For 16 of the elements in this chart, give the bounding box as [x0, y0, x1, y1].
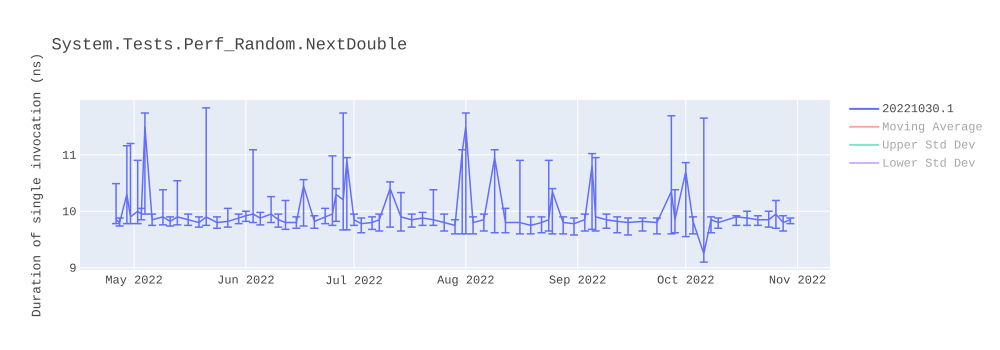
x-tick-label: Jul 2022: [326, 276, 382, 284]
legend-label: Moving Average: [882, 122, 982, 133]
x-tick-label: Oct 2022: [658, 276, 714, 284]
legend-label: Lower Std Dev: [884, 158, 976, 167]
x-tick-label: Sep 2022: [549, 276, 606, 286]
y-tick-label: 10: [62, 207, 76, 216]
chart-title: System.Tests.Perf_Random.NextDouble: [52, 37, 406, 53]
legend-label: Upper Std Dev: [883, 140, 976, 151]
x-tick-label: Jun 2022: [218, 276, 274, 284]
x-tick-label: Nov 2022: [770, 276, 826, 284]
y-tick-label: 9: [70, 264, 76, 272]
x-tick-label: May 2022: [106, 276, 162, 286]
y-axis-title: Duration of single invocation (ns): [30, 55, 44, 316]
y-tick-label: 11: [62, 150, 76, 159]
legend-label: 20221030.1: [883, 104, 954, 112]
x-tick-label: Aug 2022: [437, 276, 494, 286]
